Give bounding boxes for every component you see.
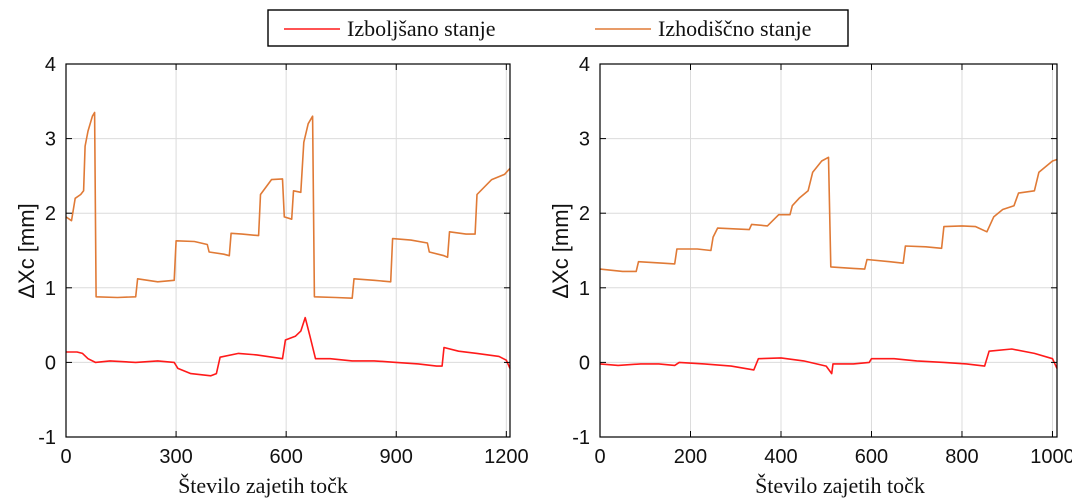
left-y-tick-label-4: 3 bbox=[45, 129, 56, 151]
left-x-tick-label-4: 1200 bbox=[484, 446, 529, 468]
left-series-baseline bbox=[65, 111, 511, 299]
left-x-tick-label-0: 0 bbox=[60, 446, 71, 468]
right-x-tick-label-2: 400 bbox=[764, 446, 797, 468]
left-y-tick-label-2: 1 bbox=[45, 278, 56, 300]
right-y-tick-label-0: -1 bbox=[572, 427, 590, 449]
right-axes-box bbox=[599, 63, 1058, 438]
right-y-tick-label-4: 3 bbox=[579, 129, 590, 151]
legend-label-baseline: Izhodiščno stanje bbox=[658, 16, 811, 41]
left-y-tick-label-0: -1 bbox=[38, 427, 56, 449]
legend: Izboljšano stanje Izhodiščno stanje bbox=[267, 9, 849, 47]
right-x-tick-label-4: 800 bbox=[945, 446, 978, 468]
left-y-tick-label-3: 2 bbox=[45, 203, 56, 225]
right-x-tick-label-0: 0 bbox=[594, 446, 605, 468]
left-y-tick-label-1: 0 bbox=[45, 352, 56, 374]
right-y-tick-label-3: 2 bbox=[579, 203, 590, 225]
left-y-axis-label: ΔXc [mm] bbox=[14, 203, 39, 298]
right-x-tick-label-1: 200 bbox=[674, 446, 707, 468]
right-series-improved bbox=[599, 348, 1058, 375]
right-x-tick-label-3: 600 bbox=[855, 446, 888, 468]
legend-box bbox=[267, 9, 849, 47]
right-x-axis-label: Število zajetih točk bbox=[755, 473, 925, 498]
left-y-tick-label-5: 4 bbox=[45, 54, 56, 76]
left-axes-box bbox=[65, 63, 511, 438]
left-x-tick-label-3: 900 bbox=[380, 446, 413, 468]
left-x-tick-label-2: 600 bbox=[269, 446, 302, 468]
left-x-tick-label-1: 300 bbox=[159, 446, 192, 468]
right-x-tick-label-5: 1000 bbox=[1030, 446, 1072, 468]
left-plot: ΔXc [mm] Število zajetih točk 0 300 600 900… bbox=[14, 54, 529, 498]
right-y-tick-label-2: 1 bbox=[579, 278, 590, 300]
right-plot: ΔXc [mm] Število zajetih točk 0 200 400 600… bbox=[548, 54, 1072, 498]
right-y-axis-label: ΔXc [mm] bbox=[548, 203, 573, 298]
left-x-axis-label: Število zajetih točk bbox=[178, 473, 348, 498]
right-y-tick-label-5: 4 bbox=[579, 54, 590, 76]
right-series-baseline bbox=[599, 156, 1058, 273]
legend-label-improved: Izboljšano stanje bbox=[347, 16, 495, 41]
right-y-tick-label-1: 0 bbox=[579, 352, 590, 374]
left-series-improved bbox=[66, 316, 511, 377]
